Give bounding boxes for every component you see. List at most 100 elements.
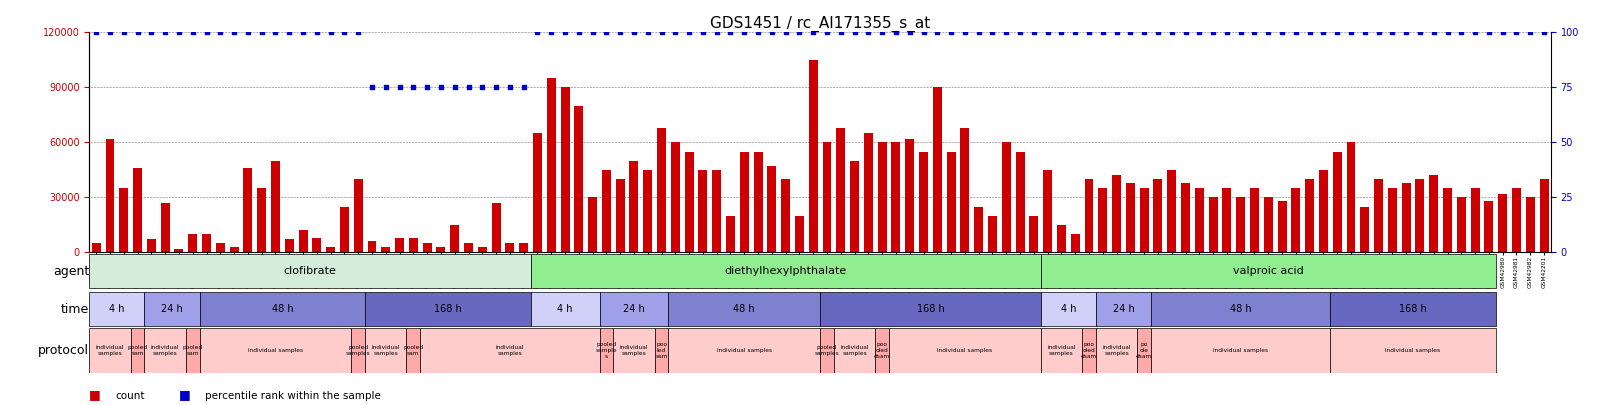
Point [1144, 29, 1170, 36]
Point [537, 29, 563, 36]
Point [454, 84, 480, 91]
Point [868, 29, 894, 36]
Point [1406, 29, 1431, 36]
Bar [188, 234, 196, 252]
Bar [987, 216, 997, 252]
Point [221, 29, 247, 36]
Bar [1373, 179, 1383, 252]
Bar [1029, 216, 1037, 252]
Bar [1125, 183, 1134, 252]
Point [1530, 29, 1556, 36]
Point [1516, 29, 1542, 36]
Bar [1167, 170, 1175, 252]
Point [482, 84, 508, 91]
Point [1048, 29, 1074, 36]
Bar [381, 247, 390, 252]
Text: 168 h: 168 h [915, 304, 943, 314]
Bar [1151, 292, 1329, 326]
Point [331, 29, 357, 36]
Point [1475, 29, 1501, 36]
Point [1240, 29, 1266, 36]
Bar [409, 238, 417, 252]
Point [730, 29, 756, 36]
Point [359, 84, 385, 91]
Point [318, 29, 344, 36]
Bar [712, 170, 721, 252]
Point [1104, 29, 1130, 36]
Bar [130, 328, 144, 373]
Point [1227, 29, 1253, 36]
Bar [146, 239, 156, 252]
Point [291, 29, 316, 36]
Bar [1195, 188, 1203, 252]
Text: individual samples: individual samples [716, 348, 771, 353]
Point [1061, 29, 1087, 36]
Bar [1277, 201, 1285, 252]
Bar [1112, 175, 1120, 252]
Text: 48 h: 48 h [1229, 304, 1251, 314]
Point [1295, 29, 1321, 36]
Point [552, 29, 578, 36]
Bar [1498, 194, 1506, 252]
Bar [505, 243, 514, 252]
Bar [575, 106, 583, 252]
Bar [1014, 151, 1024, 252]
Bar [1305, 179, 1313, 252]
Point [786, 29, 812, 36]
Bar [118, 188, 128, 252]
Bar [420, 328, 599, 373]
Bar [1235, 197, 1245, 252]
Text: individual
samples: individual samples [495, 345, 524, 356]
Bar [1001, 143, 1010, 252]
Point [248, 29, 274, 36]
Point [373, 84, 399, 91]
Bar [354, 179, 362, 252]
Bar [1180, 183, 1190, 252]
Bar [820, 292, 1040, 326]
Point [1378, 29, 1404, 36]
Polygon shape [89, 296, 96, 322]
Point [1461, 29, 1487, 36]
Bar [833, 328, 875, 373]
Bar [1097, 188, 1107, 252]
Bar [1539, 179, 1548, 252]
Bar [1345, 143, 1355, 252]
Bar [959, 128, 969, 252]
Bar [89, 328, 130, 373]
Point [717, 29, 743, 36]
Bar [144, 328, 185, 373]
Bar [1152, 179, 1162, 252]
Bar [464, 243, 472, 252]
Text: 4 h: 4 h [1060, 304, 1076, 314]
Bar [477, 247, 487, 252]
Point [938, 29, 964, 36]
Bar [615, 179, 625, 252]
Point [951, 29, 977, 36]
Bar [422, 243, 432, 252]
Bar [256, 188, 266, 252]
Bar [1456, 197, 1466, 252]
Bar [560, 87, 570, 252]
Bar [781, 179, 790, 252]
Point [620, 29, 646, 36]
Bar [670, 143, 680, 252]
Text: individual samples: individual samples [248, 348, 304, 353]
Text: pooled
samples: pooled samples [346, 345, 370, 356]
Title: GDS1451 / rc_AI171355_s_at: GDS1451 / rc_AI171355_s_at [709, 16, 930, 32]
Bar [200, 328, 351, 373]
Bar [351, 328, 365, 373]
Text: poo
oled
dsam: poo oled dsam [873, 342, 889, 358]
Point [1006, 29, 1032, 36]
Bar [492, 203, 500, 252]
Point [469, 84, 495, 91]
Text: 24 h: 24 h [1112, 304, 1133, 314]
Point [1420, 29, 1446, 36]
Bar [630, 161, 638, 252]
Point [923, 29, 949, 36]
Bar [1388, 188, 1396, 252]
Point [1488, 29, 1514, 36]
Text: po
ole
dsam: po ole dsam [1136, 342, 1152, 358]
Bar [919, 151, 927, 252]
Text: pooled
sam: pooled sam [128, 345, 148, 356]
Bar [888, 328, 1040, 373]
